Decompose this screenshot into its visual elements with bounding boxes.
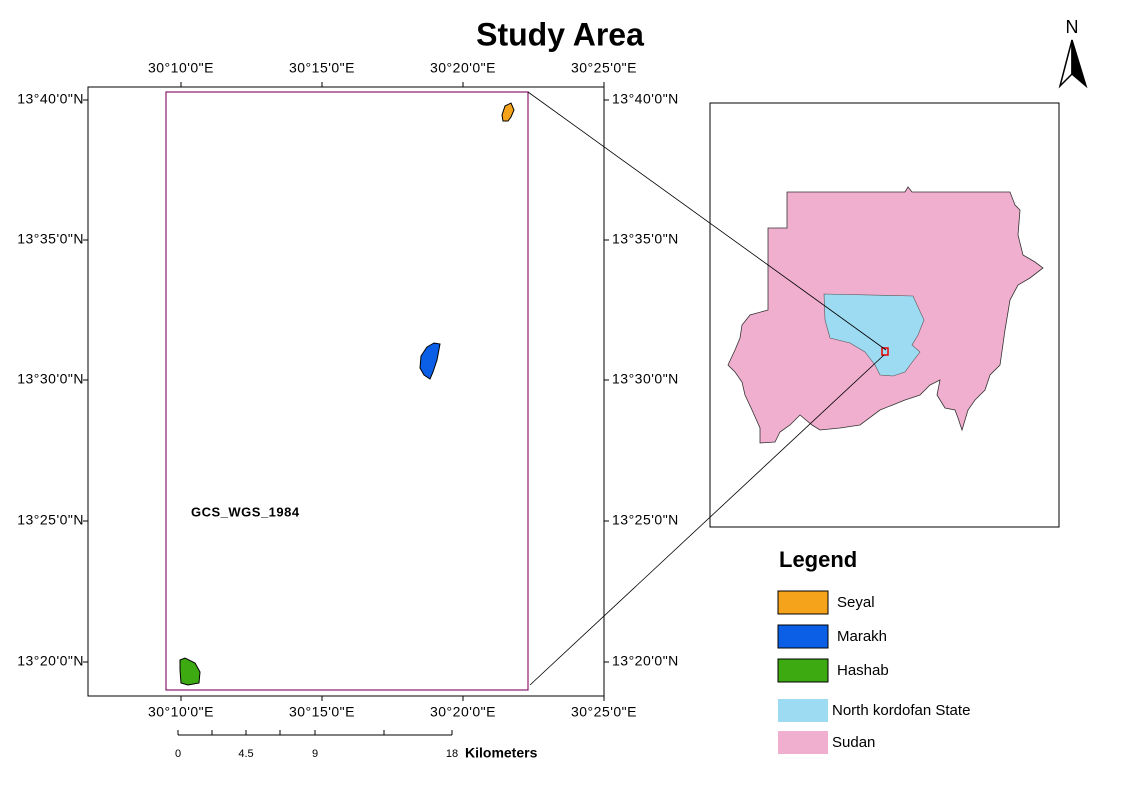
title: Study Area <box>476 16 644 52</box>
connector-line <box>529 354 885 686</box>
scale-unit: Kilometers <box>465 745 538 761</box>
bottom-coord-label: 30°20'0"E <box>430 704 496 720</box>
legend-label: Seyal <box>837 594 875 611</box>
left-coord-label: 13°20'0"N <box>17 653 84 669</box>
legend-label: North kordofan State <box>832 702 970 719</box>
legend-swatch <box>777 590 829 615</box>
right-coord-label: 13°35'0"N <box>612 231 679 247</box>
left-coord-label: 13°30'0"N <box>17 371 84 387</box>
scale-label: 0 <box>175 748 181 760</box>
left-coord-label: 13°40'0"N <box>17 91 84 107</box>
top-coord-label: 30°10'0"E <box>148 60 214 76</box>
legend-label: Sudan <box>832 734 875 751</box>
north-arrow-right <box>1071 39 1088 89</box>
legend-swatch <box>777 658 829 683</box>
legend-swatch <box>778 699 828 722</box>
legend-swatch <box>778 731 828 754</box>
scale-label: 18 <box>446 748 458 760</box>
top-coord-label: 30°20'0"E <box>430 60 496 76</box>
main-frame <box>87 86 605 697</box>
north-arrow-left <box>1058 39 1073 89</box>
connector-line <box>527 91 887 351</box>
north-kordofan-shape <box>823 293 925 377</box>
crs-label: GCS_WGS_1984 <box>191 504 300 519</box>
hashab-area <box>179 657 201 686</box>
top-coord-label: 30°25'0"E <box>571 60 637 76</box>
right-coord-label: 13°25'0"N <box>612 512 679 528</box>
legend-label: Hashab <box>837 662 889 679</box>
extent-box <box>165 91 529 691</box>
legend-swatch <box>777 624 829 649</box>
legend-label: Marakh <box>837 628 887 645</box>
right-coord-label: 13°40'0"N <box>612 91 679 107</box>
seyal-area <box>501 102 515 122</box>
bottom-coord-label: 30°10'0"E <box>148 704 214 720</box>
right-coord-label: 13°30'0"N <box>612 371 679 387</box>
legend-title: Legend <box>779 547 857 572</box>
top-coord-label: 30°15'0"E <box>289 60 355 76</box>
north-label: N <box>1066 17 1079 37</box>
left-coord-label: 13°25'0"N <box>17 512 84 528</box>
bottom-coord-label: 30°25'0"E <box>571 704 637 720</box>
bottom-coord-label: 30°15'0"E <box>289 704 355 720</box>
scale-label: 9 <box>312 748 318 760</box>
marakh-area <box>419 342 441 380</box>
left-coord-label: 13°35'0"N <box>17 231 84 247</box>
scale-label: 4.5 <box>238 748 253 760</box>
study-area-marker <box>881 347 889 356</box>
right-coord-label: 13°20'0"N <box>612 653 679 669</box>
